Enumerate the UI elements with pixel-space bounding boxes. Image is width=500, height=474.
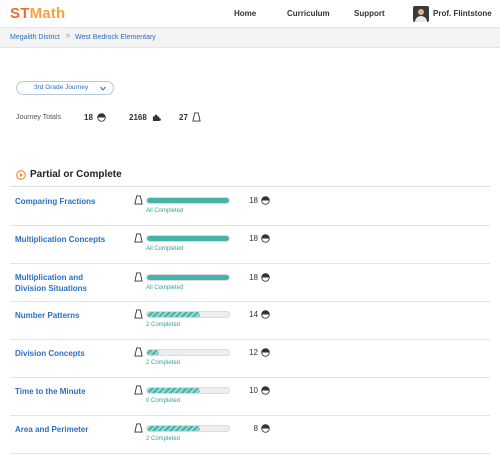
nav-curriculum[interactable]: Curriculum xyxy=(287,9,330,18)
completion-status: 2 Completed xyxy=(146,360,181,366)
table-row: Division Concepts 2 Completed 12 xyxy=(10,340,490,378)
student-face-icon xyxy=(261,386,270,395)
completion-status: All Completed xyxy=(146,246,184,252)
breadcrumb: Megalith District > West Bedrock Element… xyxy=(0,28,500,48)
total-objectives: 27 xyxy=(179,113,188,122)
table-row: Area and Perimeter 2 Completed 8 xyxy=(10,416,490,454)
table-row: Number Patterns 2 Completed 14 xyxy=(10,302,490,340)
objective-bell-icon xyxy=(134,347,143,357)
objective-bell-icon xyxy=(134,423,143,433)
journey-dropdown[interactable]: 3rd Grade Journey xyxy=(16,81,114,95)
journey-totals-label: Journey Totals xyxy=(16,114,62,121)
student-face-icon xyxy=(261,234,270,243)
objective-link[interactable]: Comparing Fractions xyxy=(15,197,96,206)
objective-link[interactable]: Number Patterns xyxy=(15,311,80,320)
student-count: 14 xyxy=(249,310,258,319)
chevron-down-icon xyxy=(100,86,106,91)
table-row: Comparing Fractions All Completed 18 xyxy=(10,188,490,226)
progress-bar xyxy=(146,311,230,318)
st-math-logo[interactable]: STMath xyxy=(10,5,66,22)
progress-bar-fill xyxy=(147,236,229,241)
progress-bar xyxy=(146,197,230,204)
completion-status: All Completed xyxy=(146,285,184,291)
student-count: 18 xyxy=(249,234,258,243)
completion-status: 2 Completed xyxy=(146,436,181,442)
breadcrumb-separator: > xyxy=(66,33,71,40)
student-count: 8 xyxy=(253,424,258,433)
progress-bar xyxy=(146,387,230,394)
user-name[interactable]: Prof. Flintstone xyxy=(433,9,492,18)
student-face-icon xyxy=(261,196,270,205)
objective-bell-icon xyxy=(134,385,143,395)
total-puzzles: 2168 xyxy=(129,113,147,122)
student-count: 18 xyxy=(249,273,258,282)
play-circle-icon[interactable] xyxy=(16,170,26,180)
objective-bell-icon xyxy=(192,112,201,122)
section-title: Partial or Complete xyxy=(30,169,122,180)
completion-status: 0 Completed xyxy=(146,398,181,404)
progress-bar-fill xyxy=(147,275,229,280)
progress-bar-fill xyxy=(147,312,201,317)
completion-status: All Completed xyxy=(146,208,184,214)
objective-link[interactable]: Division Concepts xyxy=(15,349,85,358)
student-face-icon xyxy=(261,273,270,282)
nav-support[interactable]: Support xyxy=(354,9,385,18)
breadcrumb-school[interactable]: West Bedrock Elementary xyxy=(75,34,156,41)
progress-bar-fill xyxy=(147,426,201,431)
progress-bar xyxy=(146,425,230,432)
objective-link[interactable]: Time to the Minute xyxy=(15,387,86,396)
completion-status: 2 Completed xyxy=(146,322,181,328)
student-count: 12 xyxy=(249,348,258,357)
avatar[interactable] xyxy=(413,6,429,22)
top-nav: STMath Home Curriculum Support Prof. Fli… xyxy=(0,0,500,28)
progress-bar-fill xyxy=(147,388,201,393)
objective-bell-icon xyxy=(134,272,143,282)
student-face-icon xyxy=(261,310,270,319)
table-row: Multiplication Concepts All Completed 18 xyxy=(10,226,490,264)
puzzle-piece-icon xyxy=(152,114,161,122)
student-face-icon xyxy=(261,348,270,357)
student-face-icon xyxy=(97,113,106,122)
objective-bell-icon xyxy=(134,309,143,319)
total-students: 18 xyxy=(84,113,93,122)
progress-bar xyxy=(146,235,230,242)
progress-bar-fill xyxy=(147,350,160,355)
nav-home[interactable]: Home xyxy=(234,9,257,18)
progress-bar-fill xyxy=(147,198,229,203)
objective-bell-icon xyxy=(134,195,143,205)
objective-link[interactable]: Area and Perimeter xyxy=(15,425,89,434)
objective-bell-icon xyxy=(134,233,143,243)
table-row: Multiplication and Division Situations Al… xyxy=(10,264,490,302)
table-row: Time to the Minute 0 Completed 10 xyxy=(10,378,490,416)
divider xyxy=(10,186,490,187)
breadcrumb-district[interactable]: Megalith District xyxy=(10,34,60,41)
student-count: 18 xyxy=(249,196,258,205)
progress-bar xyxy=(146,349,230,356)
objective-link[interactable]: Multiplication and Division Situations xyxy=(15,273,88,293)
progress-bar xyxy=(146,274,230,281)
student-count: 10 xyxy=(249,386,258,395)
journey-dropdown-label: 3rd Grade Journey xyxy=(34,84,89,91)
objective-link[interactable]: Multiplication Concepts xyxy=(15,235,106,244)
student-face-icon xyxy=(261,424,270,433)
